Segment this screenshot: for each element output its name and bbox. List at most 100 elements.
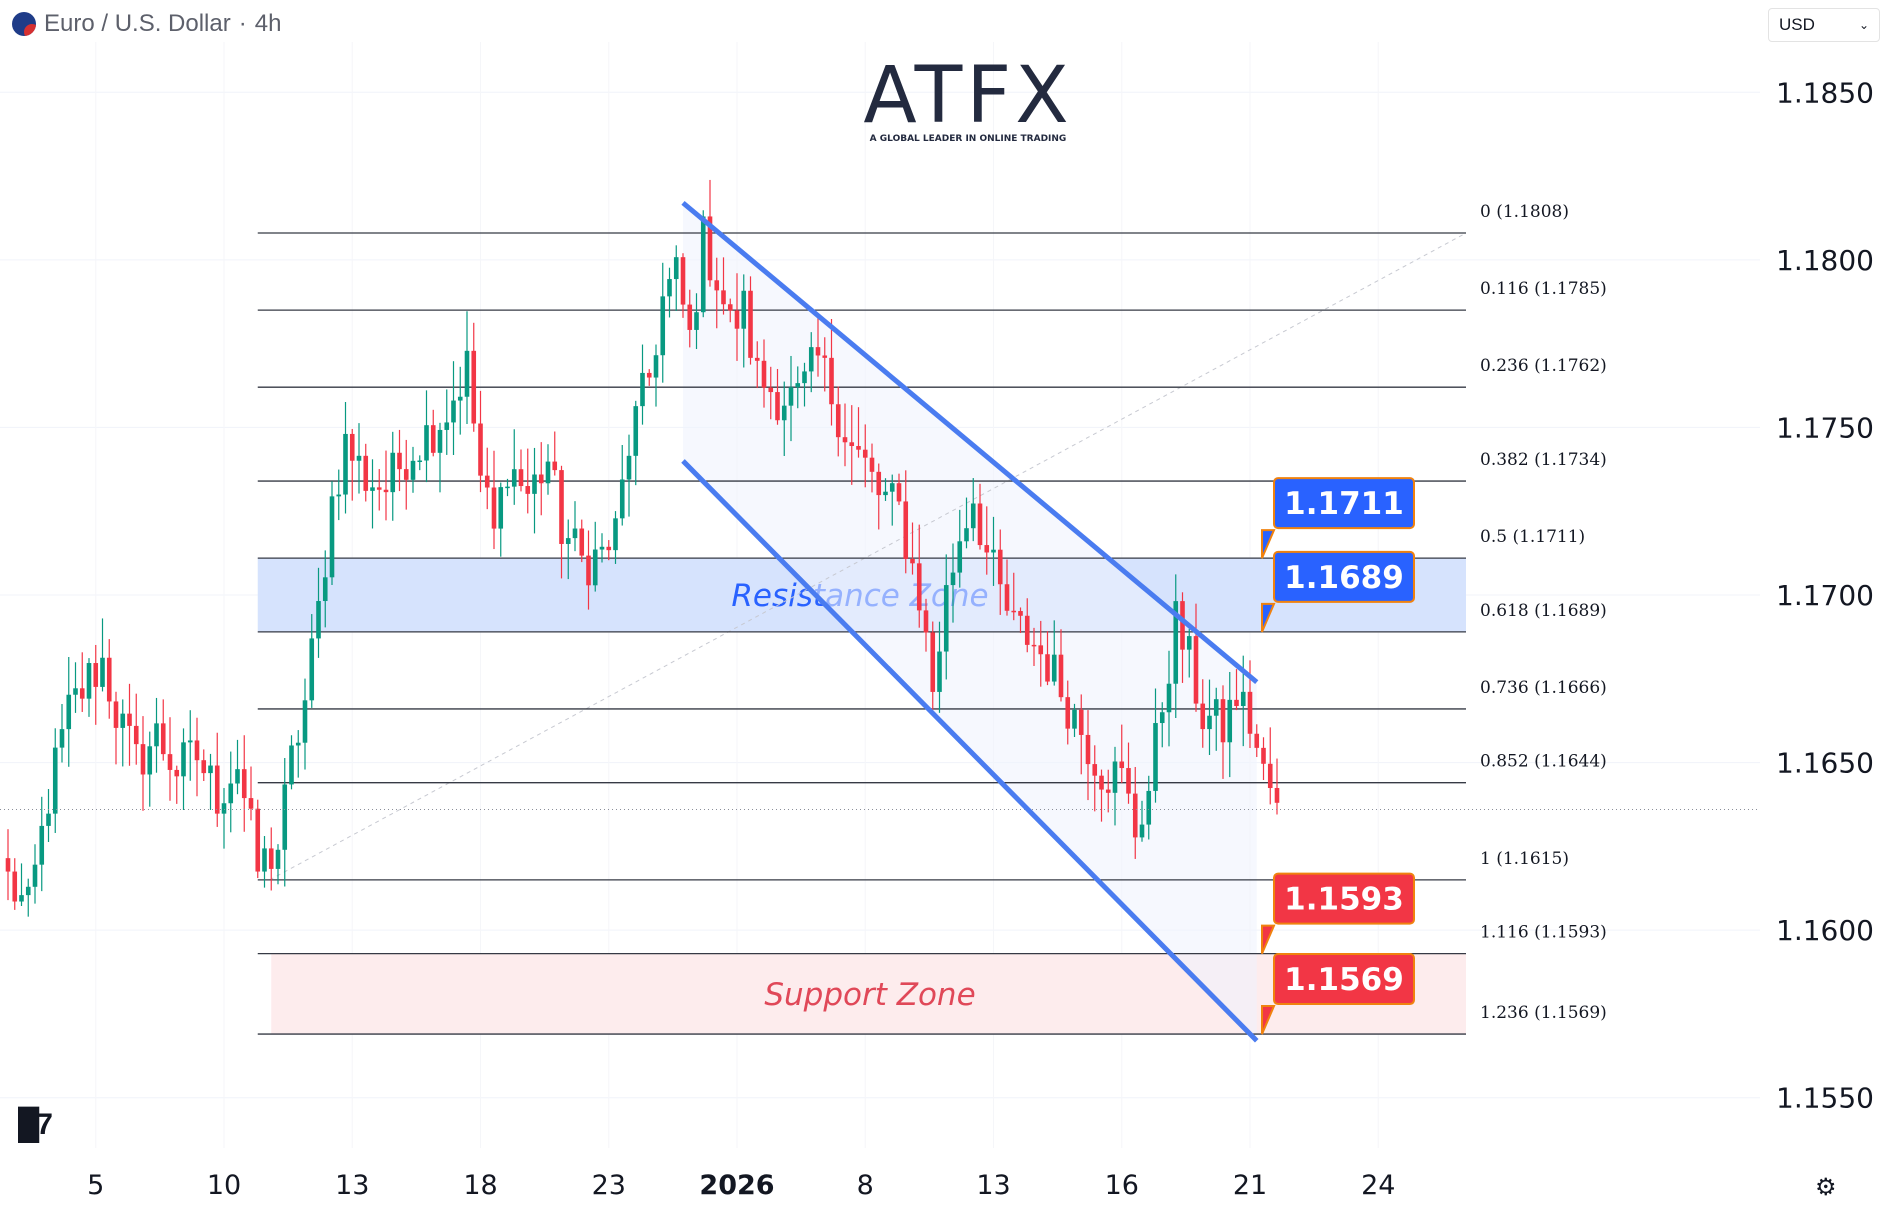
candle-body bbox=[201, 760, 207, 774]
callout-value: 1.1711 bbox=[1284, 486, 1404, 522]
candle-body bbox=[376, 487, 382, 490]
candle-body bbox=[316, 601, 321, 639]
candle-body bbox=[106, 657, 112, 702]
candle-body bbox=[1213, 699, 1219, 716]
candle-body bbox=[970, 503, 976, 529]
candle-body bbox=[964, 528, 969, 542]
candle-body bbox=[1031, 644, 1037, 647]
candle-body bbox=[471, 350, 477, 424]
candle-body bbox=[1105, 789, 1111, 793]
price-callout: 1.1593 bbox=[1261, 872, 1415, 955]
fib-level-label: 1.236 (1.1569) bbox=[1480, 1003, 1607, 1023]
candle-body bbox=[633, 406, 639, 456]
fib-level-label: 0.736 (1.1666) bbox=[1480, 678, 1607, 698]
currency-value: USD bbox=[1779, 15, 1815, 34]
y-tick-label: 1.1750 bbox=[1776, 411, 1874, 444]
fib-level-label: 0.116 (1.1785) bbox=[1480, 279, 1607, 299]
candle-body bbox=[329, 496, 335, 578]
candle-body bbox=[32, 864, 38, 887]
candle-body bbox=[626, 455, 632, 480]
y-tick-label: 1.1700 bbox=[1776, 579, 1874, 612]
candle-body bbox=[653, 355, 659, 378]
candle-body bbox=[5, 858, 11, 872]
candle-body bbox=[741, 290, 747, 329]
candle-body bbox=[673, 257, 679, 280]
y-tick-label: 1.1850 bbox=[1776, 76, 1874, 109]
candle-body bbox=[140, 744, 146, 775]
candle-body bbox=[606, 546, 612, 551]
candle-body bbox=[1274, 788, 1280, 803]
candle-body bbox=[518, 469, 524, 487]
candle-body bbox=[943, 585, 949, 652]
candle-body bbox=[559, 470, 564, 544]
x-tick-label: 16 bbox=[1105, 1170, 1139, 1201]
chevron-down-icon: ⌄ bbox=[1858, 18, 1869, 32]
candle-body bbox=[916, 563, 922, 611]
candle-body bbox=[181, 742, 186, 777]
candle-body bbox=[525, 486, 531, 494]
callout-box bbox=[1273, 477, 1415, 530]
candle-body bbox=[248, 798, 254, 809]
candle-body bbox=[410, 460, 416, 480]
candle-body bbox=[748, 290, 753, 358]
candle-body bbox=[1247, 691, 1253, 734]
candle-body bbox=[714, 280, 720, 291]
candle-body bbox=[586, 555, 591, 586]
candle-body bbox=[437, 429, 443, 453]
candle-body bbox=[640, 372, 645, 407]
candle-body bbox=[680, 257, 686, 305]
gear-icon[interactable]: ⚙ bbox=[1815, 1173, 1837, 1201]
candle-body bbox=[997, 549, 1003, 585]
candle-body bbox=[835, 404, 841, 438]
candle-body bbox=[356, 455, 362, 461]
candle-body bbox=[349, 433, 355, 461]
candle-body bbox=[700, 216, 706, 313]
candle-body bbox=[1024, 615, 1030, 645]
candle-body bbox=[498, 487, 504, 529]
candle-body bbox=[235, 769, 240, 784]
candle-body bbox=[883, 491, 888, 496]
candle-body bbox=[856, 446, 861, 450]
callout-box bbox=[1273, 872, 1415, 925]
candle-body bbox=[113, 701, 119, 728]
x-tick-label: 18 bbox=[463, 1170, 497, 1201]
candle-body bbox=[896, 483, 902, 502]
tradingview-logo-icon[interactable]: █7 bbox=[18, 1108, 53, 1141]
x-tick-label: 23 bbox=[592, 1170, 626, 1201]
candle-body bbox=[1180, 601, 1185, 650]
x-tick-label: 24 bbox=[1361, 1170, 1395, 1201]
callout-pointer bbox=[1261, 924, 1276, 955]
fib-level-label: 0.382 (1.1734) bbox=[1480, 450, 1607, 470]
candle-body bbox=[795, 383, 801, 388]
candle-body bbox=[1078, 709, 1084, 735]
candle-body bbox=[1018, 611, 1023, 616]
symbol-header[interactable]: Euro / U.S. Dollar · 4h bbox=[12, 10, 281, 38]
candle-body bbox=[1159, 712, 1165, 724]
candle-body bbox=[761, 360, 767, 388]
currency-select[interactable]: USD ⌄ bbox=[1768, 8, 1880, 42]
candlesticks bbox=[0, 179, 1760, 917]
candle-body bbox=[133, 725, 139, 745]
price-axis[interactable]: 1.1850 1.1800 1.1750 1.1700 1.1650 1.1600 1.15… bbox=[1776, 76, 1874, 1114]
candle-body bbox=[599, 546, 605, 550]
candle-body bbox=[734, 310, 740, 329]
callout-box bbox=[1273, 953, 1415, 1006]
candle-body bbox=[1119, 761, 1125, 769]
candle-body bbox=[754, 357, 760, 361]
symbol-name: Euro / U.S. Dollar bbox=[44, 10, 231, 37]
candle-body bbox=[451, 400, 456, 423]
candle-body bbox=[660, 296, 666, 356]
candle-body bbox=[167, 754, 173, 770]
candle-body bbox=[214, 765, 220, 814]
candle-body bbox=[822, 355, 828, 358]
time-axis[interactable]: 5 10 13 18 23 2026 8 13 16 21 24 bbox=[87, 1170, 1395, 1201]
candle-body bbox=[721, 290, 726, 305]
candle-body bbox=[255, 808, 261, 872]
x-tick-label: 2026 bbox=[699, 1170, 774, 1201]
candle-body bbox=[430, 425, 436, 453]
candle-body bbox=[1193, 636, 1199, 704]
price-callout: 1.1689 bbox=[1261, 550, 1415, 633]
descending-channel bbox=[681, 200, 1259, 1043]
candle-body bbox=[93, 663, 99, 687]
